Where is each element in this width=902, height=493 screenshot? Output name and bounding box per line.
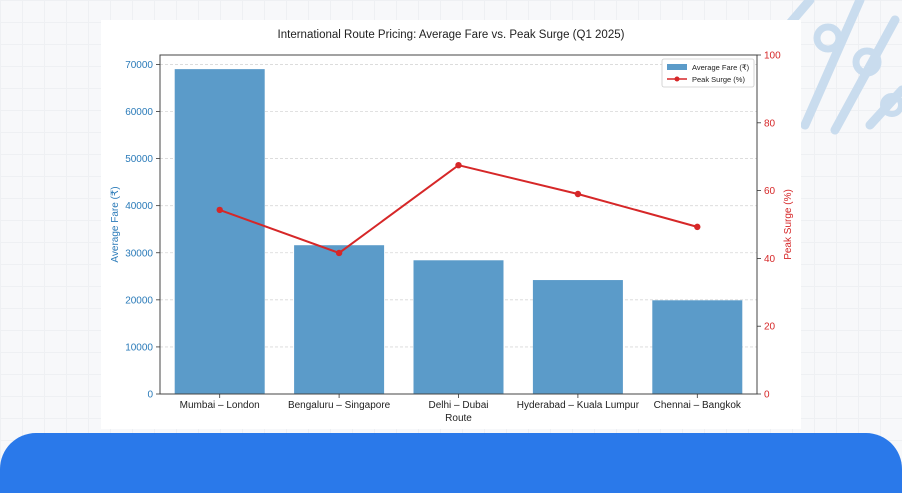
chart-card: International Route Pricing: Average Far…: [101, 20, 801, 429]
surge-point: [455, 161, 462, 169]
legend-bar-swatch: [667, 64, 687, 70]
legend-bar-label: Average Fare (₹): [692, 63, 750, 72]
x-axis-label: Route: [445, 413, 472, 424]
x-tick-label: Chennai – Bangkok: [654, 400, 742, 411]
y2-axis-label: Peak Surge (%): [783, 189, 794, 260]
surge-point: [335, 249, 343, 257]
bar: [652, 300, 743, 394]
y2-tick-label: 0: [764, 390, 770, 401]
bar: [532, 280, 623, 394]
y-tick-label: 0: [147, 390, 153, 401]
x-tick-label: Delhi – Dubai: [428, 400, 488, 411]
y2-tick-label: 20: [764, 322, 776, 333]
bar: [413, 260, 504, 394]
y-tick-label: 60000: [125, 107, 153, 118]
y-axis-label: Average Fare (₹): [110, 186, 121, 262]
chart-title: International Route Pricing: Average Far…: [278, 29, 625, 41]
bar: [174, 69, 265, 394]
surge-point: [574, 190, 582, 198]
x-tick-label: Hyderabad – Kuala Lumpur: [517, 400, 640, 411]
y-tick-label: 30000: [125, 248, 153, 259]
y2-tick-label: 80: [764, 118, 776, 129]
surge-line: [219, 164, 698, 255]
legend-line-label: Peak Surge (%): [692, 75, 745, 84]
y-tick-label: 40000: [125, 201, 153, 212]
y-tick-label: 70000: [125, 60, 153, 71]
y2-tick-label: 60: [764, 186, 776, 197]
y2-tick-label: 40: [764, 254, 776, 265]
y-tick-label: 50000: [125, 154, 153, 165]
y2-tick-label: 100: [764, 51, 781, 62]
x-tick-label: Bengaluru – Singapore: [288, 400, 391, 411]
y-tick-label: 20000: [125, 295, 153, 306]
surge-point: [216, 206, 223, 214]
legend-line-marker: [674, 76, 680, 82]
bottom-blue-panel: [0, 433, 902, 493]
surge-point: [694, 223, 701, 231]
y-tick-label: 10000: [125, 342, 153, 353]
bar: [294, 245, 385, 394]
x-tick-label: Mumbai – London: [180, 400, 260, 411]
chart-canvas: International Route Pricing: Average Far…: [110, 29, 794, 424]
